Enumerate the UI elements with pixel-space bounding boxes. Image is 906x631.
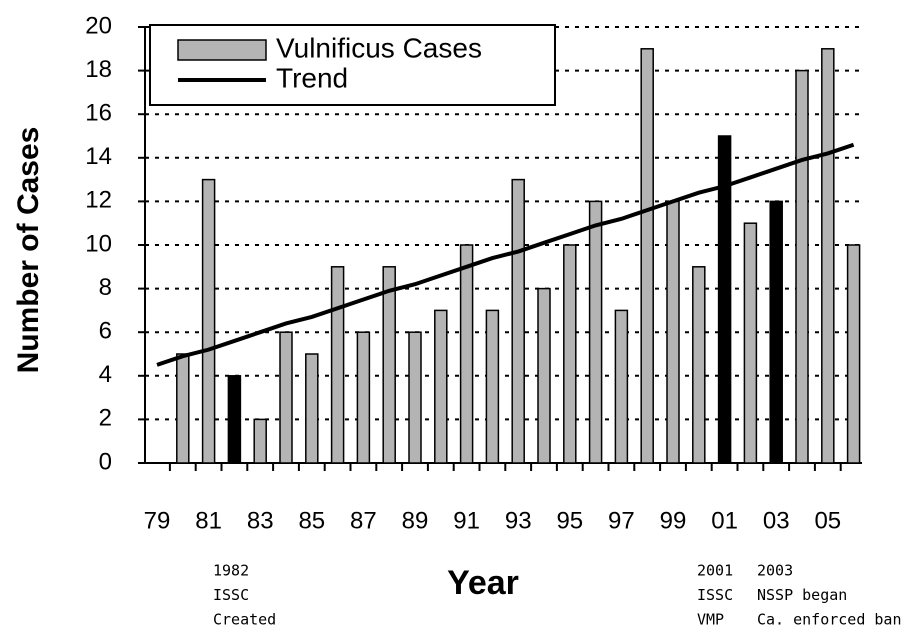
bar: [356, 331, 371, 464]
legend-label: Trend: [276, 62, 348, 93]
y-tick-label: 20: [85, 12, 112, 39]
bar: [537, 287, 551, 464]
bar: [563, 244, 577, 464]
annotation: 2003: [757, 562, 793, 580]
y-tick-label: 16: [85, 100, 112, 127]
x-tick-label: 95: [556, 507, 583, 534]
bar: [614, 309, 629, 464]
x-tick-label: 01: [711, 507, 738, 534]
bar: [743, 222, 758, 464]
x-axis-label: Year: [447, 564, 519, 602]
bar: [459, 244, 474, 464]
bar: [821, 48, 835, 464]
x-tick-label: 89: [402, 507, 429, 534]
y-tick-label: 12: [85, 187, 112, 214]
x-tick-label: 05: [814, 507, 841, 534]
bar: [176, 353, 190, 464]
annotation: ISSC: [697, 586, 733, 604]
y-tick-label: 2: [99, 405, 112, 432]
bar: [640, 48, 654, 464]
bar: [717, 135, 732, 464]
bar: [588, 200, 603, 464]
x-tick-label: 79: [144, 507, 171, 534]
y-axis-label: Number of Cases: [12, 127, 45, 374]
bar: [692, 266, 706, 464]
bar: [227, 375, 242, 464]
bar: [253, 418, 267, 464]
x-tick-label: 81: [195, 507, 222, 534]
bar: [511, 178, 525, 464]
legend-box: [149, 24, 556, 106]
x-tick-label: 85: [298, 507, 325, 534]
bar: [795, 69, 809, 464]
bar: [201, 178, 216, 464]
bar: [408, 331, 422, 464]
annotation: 2001: [697, 562, 733, 580]
bar: [382, 266, 396, 464]
bar: [666, 200, 680, 464]
bar: [330, 266, 345, 464]
y-tick-label: 0: [99, 448, 112, 475]
x-tick-label: 03: [763, 507, 790, 534]
bar: [305, 353, 319, 464]
annotation: ISSC: [213, 586, 249, 604]
y-tick-label: 10: [85, 230, 112, 257]
x-tick-label: 83: [247, 507, 274, 534]
bar: [769, 200, 783, 464]
annotation: VMP: [697, 611, 724, 629]
bar: [434, 309, 448, 464]
annotation: Created: [213, 611, 276, 629]
x-tick-label: 87: [350, 507, 377, 534]
annotation: 1982: [213, 562, 249, 580]
legend-label: Vulnificus Cases: [276, 32, 482, 63]
x-tick-label: 93: [505, 507, 532, 534]
bar: [846, 244, 861, 464]
annotation: NSSP began: [757, 586, 847, 604]
x-tick-label: 97: [608, 507, 635, 534]
legend-swatch: [177, 39, 267, 61]
x-tick-label: 91: [453, 507, 480, 534]
annotation: Ca. enforced ban: [757, 611, 902, 629]
y-tick-label: 8: [99, 274, 112, 301]
bar: [485, 309, 500, 464]
y-tick-label: 4: [99, 361, 112, 388]
x-tick-label: 99: [660, 507, 687, 534]
y-tick-label: 18: [85, 56, 112, 83]
y-tick-label: 14: [85, 143, 112, 170]
trend-line: [156, 142, 855, 367]
y-tick-label: 6: [99, 318, 112, 345]
bar: [279, 331, 293, 464]
